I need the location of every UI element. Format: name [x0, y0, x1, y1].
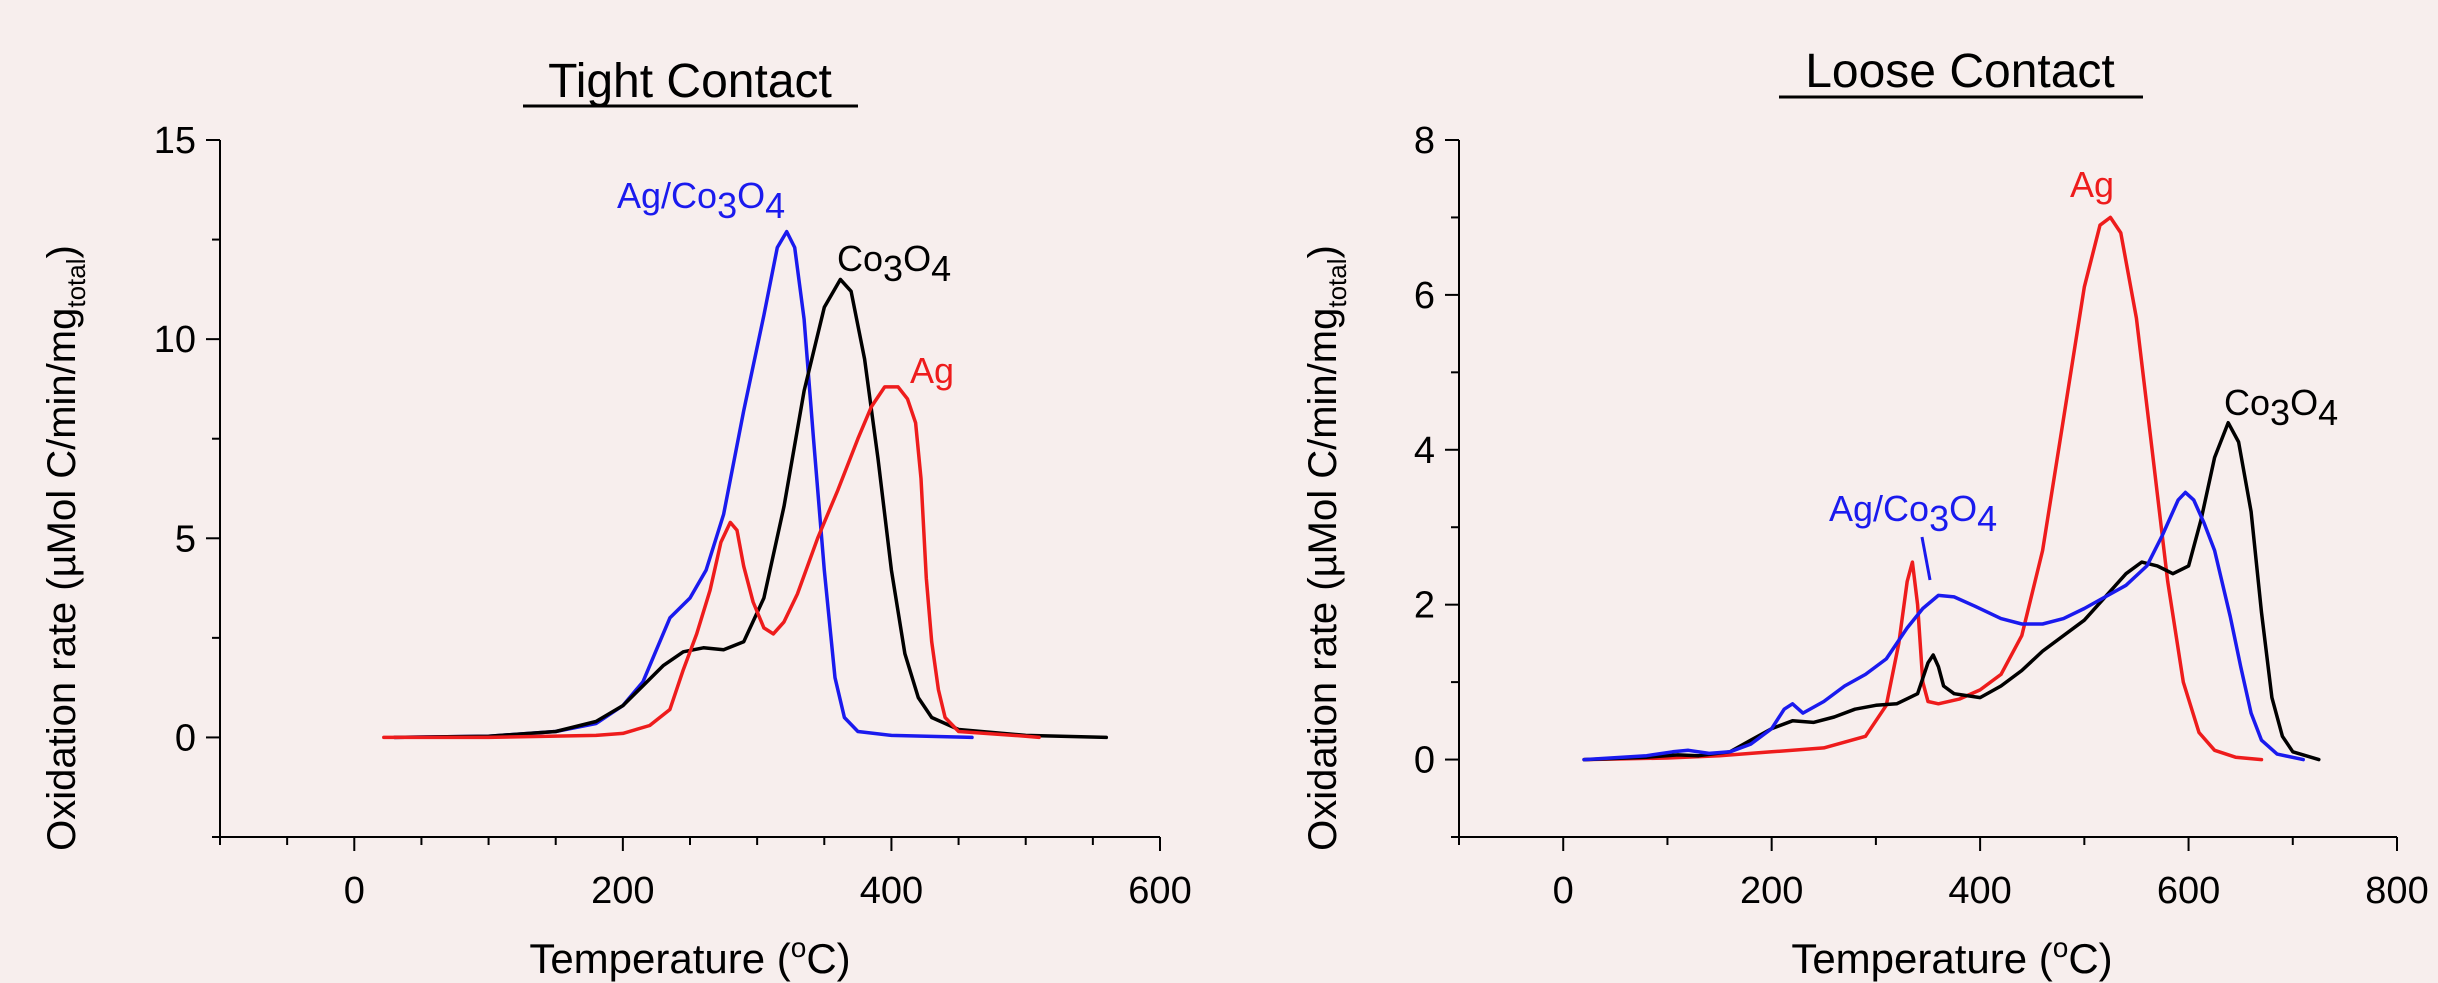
x-tick-label: 400	[1948, 870, 2011, 912]
axes: 0 200 400 600 800 0 2 4 6 8	[1414, 120, 2429, 912]
series-line-co3o4	[1582, 420, 2321, 762]
chart-title: Loose Contact	[1805, 45, 2115, 98]
series-label-ag: Ag	[910, 350, 954, 391]
y-tick-label: 5	[175, 518, 196, 560]
axes: 0 200 400 600 0 5 10 15	[154, 120, 1192, 912]
series-line-ag	[382, 385, 1041, 740]
y-tick-label: 2	[1414, 585, 1435, 627]
series-labels: Ag Co3O4 Ag/Co3O4	[1829, 164, 2338, 581]
x-tick-label: 600	[2157, 870, 2220, 912]
x-axis-label: Temperature (oC)	[1791, 932, 2112, 982]
series-line-ag	[1582, 215, 2264, 762]
chart-title: Tight Contact	[548, 55, 832, 108]
series-line-co3o4	[392, 277, 1109, 740]
x-tick-label: 200	[591, 870, 654, 912]
x-tick-label: 0	[1553, 870, 1574, 912]
series-line-ag-co3o4	[392, 229, 974, 740]
series-label-ag-co3o4: Ag/Co3O4	[617, 175, 785, 226]
x-tick-label: 200	[1740, 870, 1803, 912]
y-tick-label: 8	[1414, 120, 1435, 162]
series-line-ag-co3o4	[1582, 490, 2305, 762]
y-tick-label: 10	[154, 319, 196, 361]
y-tick-label: 15	[154, 120, 196, 162]
series-label-leader-line	[1920, 536, 1932, 581]
y-tick-label: 4	[1414, 430, 1435, 472]
y-tick-label: 0	[1414, 740, 1435, 782]
series-label-co3o4: Co3O4	[2224, 382, 2338, 433]
x-tick-label: 400	[860, 870, 923, 912]
series-labels: Ag/Co3O4 Co3O4 Ag	[617, 175, 954, 391]
series-label-co3o4: Co3O4	[837, 238, 951, 289]
chart-loose-contact: Loose Contact 0 200 400 600 800 0 2 4 6 8 Ag Co3O4…	[1301, 45, 2429, 982]
y-axis-label: Oxidation rate (µMol C/min/mgtotal)	[40, 245, 91, 851]
y-tick-label: 6	[1414, 275, 1435, 317]
y-axis-label: Oxidation rate (µMol C/min/mgtotal)	[1301, 245, 1352, 851]
series-label-ag: Ag	[2070, 164, 2114, 205]
series-group	[1582, 215, 2321, 762]
x-tick-label: 600	[1128, 870, 1191, 912]
x-tick-label: 0	[344, 870, 365, 912]
series-group	[382, 229, 1109, 740]
y-tick-label: 0	[175, 717, 196, 759]
x-axis-label: Temperature (oC)	[529, 932, 850, 982]
series-label-ag-co3o4: Ag/Co3O4	[1829, 488, 1997, 539]
chart-tight-contact: Tight Contact 0 200 400 600 0 5 10 15 Ag/Co3O4 C…	[40, 55, 1192, 982]
x-tick-label: 800	[2365, 870, 2428, 912]
